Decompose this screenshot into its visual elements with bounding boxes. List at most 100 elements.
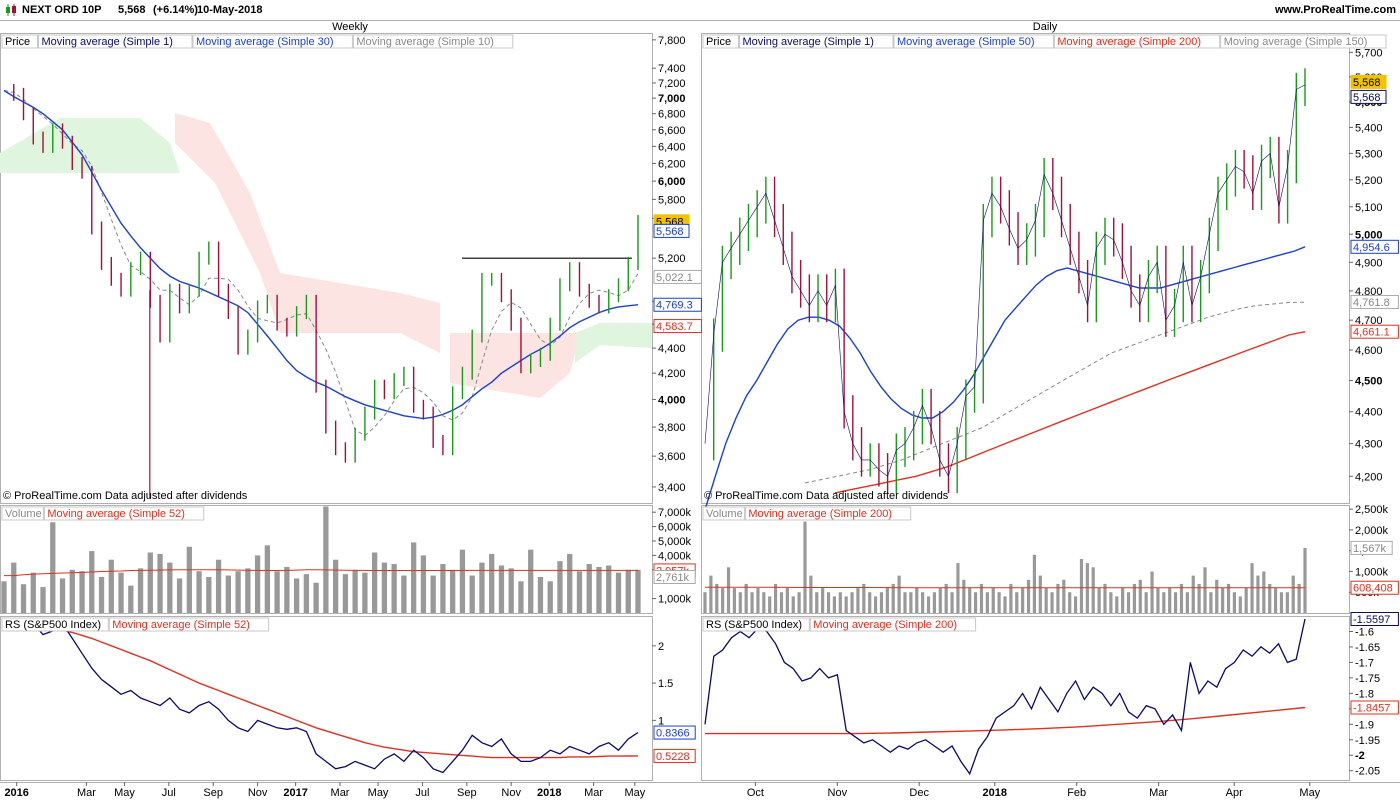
header-date: 10-May-2018 xyxy=(197,4,263,16)
volume-bar xyxy=(1038,575,1042,613)
legend-box xyxy=(744,506,912,521)
y-tick-label: -1.6 xyxy=(1355,626,1374,638)
price-label: 4,661.1 xyxy=(1353,327,1390,339)
volume-bar xyxy=(968,588,972,613)
volume-bar xyxy=(401,575,407,613)
volume-bar xyxy=(635,569,641,613)
volume-bar xyxy=(1209,592,1213,613)
volume-bar xyxy=(950,592,954,613)
volume-bar xyxy=(586,564,592,613)
x-tick-label: Sep xyxy=(457,787,477,799)
volume-bar xyxy=(738,592,742,613)
volume-bar xyxy=(1126,592,1131,613)
price-label-box xyxy=(1350,612,1399,627)
x-tick-label: Dec xyxy=(909,787,929,799)
site-link[interactable]: www.ProRealTime.com xyxy=(1274,4,1396,16)
sma-30-line xyxy=(3,89,639,420)
panel-border xyxy=(701,505,1350,614)
volume-bar xyxy=(1115,596,1119,613)
legend-box xyxy=(1,34,38,49)
volume-bar xyxy=(997,592,1001,613)
volume-bar xyxy=(1191,575,1195,613)
volume-bar xyxy=(254,555,261,613)
y-tick-label: 3,600 xyxy=(658,451,686,463)
legend-box xyxy=(1053,34,1221,49)
volume-bar xyxy=(721,588,725,613)
volume-bar xyxy=(1015,592,1019,613)
volume-bar xyxy=(873,596,878,613)
volume-bar xyxy=(1079,559,1084,613)
volume-bar xyxy=(844,596,848,613)
volume-bar xyxy=(30,572,36,613)
volume-bar xyxy=(128,585,134,613)
volume-bar xyxy=(768,596,772,613)
chart-header: NEXT ORD 10P 5,568 (+6.14%) 10-May-2018 … xyxy=(0,0,1400,20)
volume-bar xyxy=(479,562,485,613)
volume-bar xyxy=(108,559,114,613)
volume-bar xyxy=(537,577,544,613)
price-label-box xyxy=(653,223,690,238)
volume-bar xyxy=(1291,575,1295,613)
price-label: 5,022.1 xyxy=(656,272,693,284)
legend-box xyxy=(1220,34,1387,49)
legend-box xyxy=(352,34,514,49)
y-tick-label: 5,200 xyxy=(658,253,686,265)
volume-bar xyxy=(1091,567,1095,613)
legend-item: Moving average (Simple 50) xyxy=(897,36,1035,48)
legend-item: Moving average (Simple 200) xyxy=(1057,36,1201,48)
sma-1-line xyxy=(704,84,1306,478)
volume-bar xyxy=(962,579,966,613)
volume-bar xyxy=(1026,579,1031,613)
y-tick-label: 4,200 xyxy=(1355,471,1383,483)
volume-bar xyxy=(1179,583,1184,613)
volume-bar xyxy=(762,592,766,613)
legend-item: Moving average (Simple 52) xyxy=(112,619,250,631)
volume-bar xyxy=(1244,588,1248,613)
volume-bar xyxy=(1,581,7,613)
price-label: 4,954.6 xyxy=(1353,242,1390,254)
volume-bar xyxy=(1256,575,1260,613)
volume-bar xyxy=(450,569,456,613)
legend-item: Moving average (Simple 200) xyxy=(748,508,892,520)
x-tick-label: Apr xyxy=(1226,787,1243,799)
instrument-name: NEXT ORD 10P xyxy=(22,4,102,16)
volume-bar xyxy=(821,588,825,613)
sma-10-line xyxy=(3,90,639,437)
volume-bar xyxy=(89,551,95,613)
volume-bar xyxy=(938,588,942,613)
x-tick-label: May xyxy=(368,787,389,799)
volume-bar xyxy=(167,562,173,613)
y-tick-label: -2 xyxy=(1355,750,1365,762)
legend-item: Moving average (Simple 200) xyxy=(813,619,957,631)
volume-bar xyxy=(862,583,866,613)
volume-bar xyxy=(832,596,837,613)
y-tick-label: -1.95 xyxy=(1355,735,1380,747)
legend-box xyxy=(809,617,977,632)
x-tick-label: Mar xyxy=(584,787,603,799)
daily-title: Daily xyxy=(1033,21,1058,33)
y-tick-label: 5,400 xyxy=(1355,122,1383,134)
price-label: 4,583.7 xyxy=(656,321,693,333)
volume-bar xyxy=(225,575,231,613)
weekly-title: Weekly xyxy=(332,21,368,33)
panel-border xyxy=(701,616,1350,781)
volume-bar xyxy=(1297,583,1301,613)
volume-bar xyxy=(313,582,319,613)
volume-bar xyxy=(815,592,819,613)
volume-bar xyxy=(885,588,889,613)
price-label: -1.8457 xyxy=(1353,702,1390,714)
volume-bar xyxy=(1173,592,1178,613)
y-tick-label: 5,200 xyxy=(1355,175,1383,187)
volume-bar xyxy=(1032,554,1037,613)
volume-bar xyxy=(809,575,813,613)
panel-border xyxy=(701,33,1350,504)
y-tick-label: 6,400 xyxy=(658,141,686,153)
rs-line xyxy=(704,618,1306,776)
price-label-box xyxy=(1350,700,1399,715)
last-price: 5,568 xyxy=(118,4,146,16)
volume-bar xyxy=(1044,588,1048,613)
y-tick-label: 5,300 xyxy=(1355,148,1383,160)
y-tick-label: 5,100 xyxy=(1355,202,1383,214)
legend-item: RS (S&P500 Index) xyxy=(5,619,101,631)
